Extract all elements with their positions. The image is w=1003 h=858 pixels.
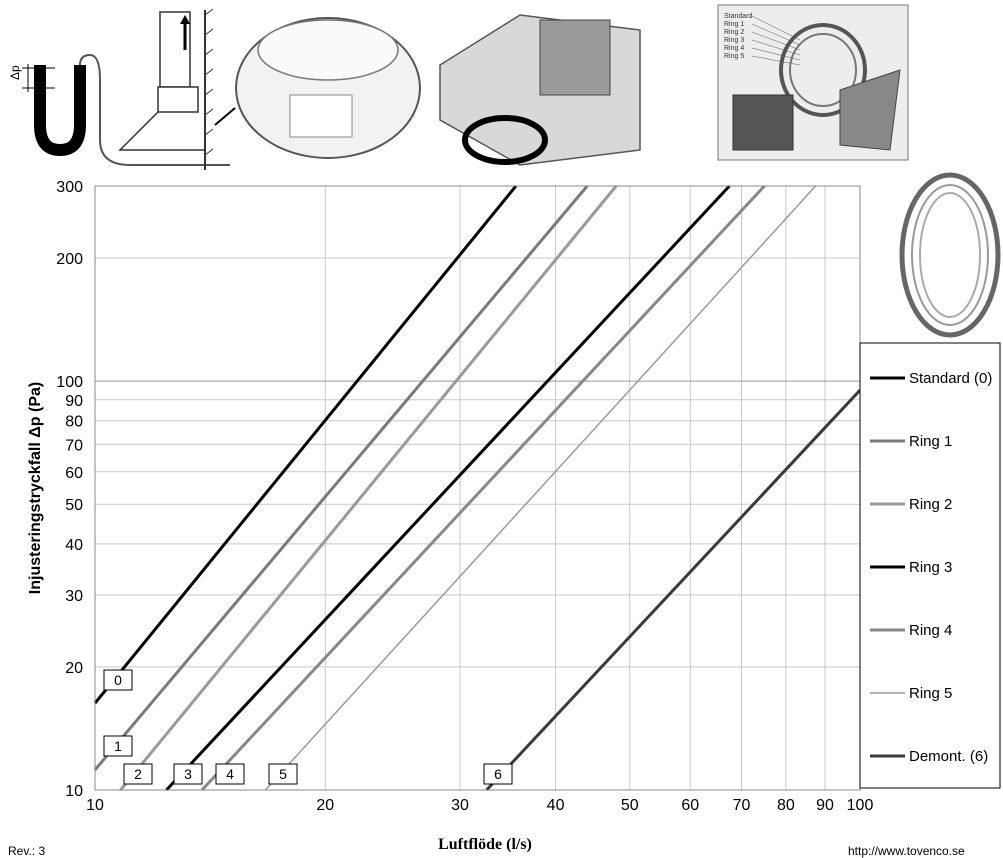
series-lines [93, 184, 862, 792]
legend-label: Ring 5 [909, 685, 952, 702]
x-tick-label: 70 [733, 797, 751, 814]
y-tick-label: 50 [65, 497, 83, 514]
series-label-box [215, 763, 245, 785]
illustration-duct [118, 8, 214, 170]
series-label: 5 [279, 766, 287, 782]
series-label: 0 [114, 672, 122, 688]
illustration-valve [439, 14, 641, 166]
series-label: 2 [134, 766, 142, 782]
x-tick-label: 20 [316, 797, 334, 814]
y-tick-label: 200 [56, 251, 83, 268]
series-line-2 [119, 185, 618, 791]
x-axis-label: Luftflöde (l/s) [438, 836, 532, 853]
y-tick-label: 90 [65, 393, 83, 410]
ring-illustration-label: Ring 3 [724, 37, 744, 44]
series-label-box [103, 669, 133, 691]
ring-illustration-label: Ring 4 [724, 45, 744, 52]
x-tick-label: 80 [777, 797, 795, 814]
ring-leader-line [751, 39, 801, 56]
series-label-box [103, 735, 133, 757]
legend-label: Ring 1 [909, 433, 952, 450]
x-tick-label: 60 [681, 797, 699, 814]
series-label: 1 [114, 738, 122, 754]
legend-label: Standard (0) [909, 370, 992, 387]
legend-label: Ring 4 [909, 622, 952, 639]
illustration-disc [214, 17, 421, 159]
x-tick-label: 10 [86, 797, 104, 814]
series-label-box [268, 763, 298, 785]
plot-frame [94, 185, 861, 791]
legend-label: Demont. (6) [909, 748, 988, 765]
ring-leader-line [751, 31, 801, 51]
x-tick-label: 90 [816, 797, 834, 814]
series-label: 3 [184, 766, 192, 782]
x-tick-label: 100 [847, 797, 874, 814]
illustration-manometer: Δp [8, 53, 230, 166]
series-line-6 [485, 389, 862, 792]
series-line-0 [93, 185, 518, 705]
series-labels: 0 12 3 4 5 6 [103, 669, 513, 785]
series-line-5 [264, 185, 817, 791]
ring-illustration-label: Ring 1 [724, 21, 744, 28]
x-axis-ticks: 10 20 30 40 50 60 70 80 90 100 [86, 797, 873, 814]
y-tick-label: 20 [65, 660, 83, 677]
series-line-4 [200, 184, 766, 792]
ring-leader-line [751, 15, 801, 41]
grid [94, 185, 861, 791]
illustration-ring-detail [899, 172, 1001, 338]
y-tick-label: 80 [65, 414, 83, 431]
ring-leader-line [751, 47, 801, 61]
legend-label: Ring 3 [909, 559, 952, 576]
ring-leader-line [751, 23, 801, 46]
website-url: http://www.tovenco.se [848, 844, 965, 858]
revision-label: Rev.: 3 [8, 844, 45, 858]
series-label: 6 [494, 766, 502, 782]
y-tick-label: 10 [65, 783, 83, 800]
ring-illustration-label: Standard [724, 13, 753, 20]
series-label: 4 [226, 766, 234, 782]
ring-leader-line [751, 55, 801, 66]
legend: Standard (0) Ring 1 Ring 2 Ring 3 Ring 4 Ring… [859, 342, 1001, 789]
x-tick-label: 50 [621, 797, 639, 814]
series-label-box [123, 763, 153, 785]
y-tick-label: 30 [65, 588, 83, 605]
y-tick-label: 300 [56, 179, 83, 196]
y-tick-label: 60 [65, 465, 83, 482]
x-tick-label: 40 [547, 797, 565, 814]
ring-illustration-label: Ring 2 [724, 29, 744, 36]
series-line-3 [165, 184, 731, 792]
manometer-symbol: Δp [8, 65, 22, 80]
y-axis-label: Injusteringstryckfall Δp (Pa) [27, 382, 44, 594]
y-tick-label: 40 [65, 537, 83, 554]
y-tick-label: 70 [65, 437, 83, 454]
series-label-box [173, 763, 203, 785]
y-tick-label: 100 [56, 374, 83, 391]
ring-illustration-label: Ring 5 [724, 53, 744, 60]
series-label-box [483, 763, 513, 785]
x-tick-label: 30 [451, 797, 469, 814]
series-line-1 [93, 185, 589, 771]
y-axis-ticks: 10 20 30 40 50 60 70 80 90 100 200 300 [56, 179, 83, 800]
legend-label: Ring 2 [909, 496, 952, 513]
